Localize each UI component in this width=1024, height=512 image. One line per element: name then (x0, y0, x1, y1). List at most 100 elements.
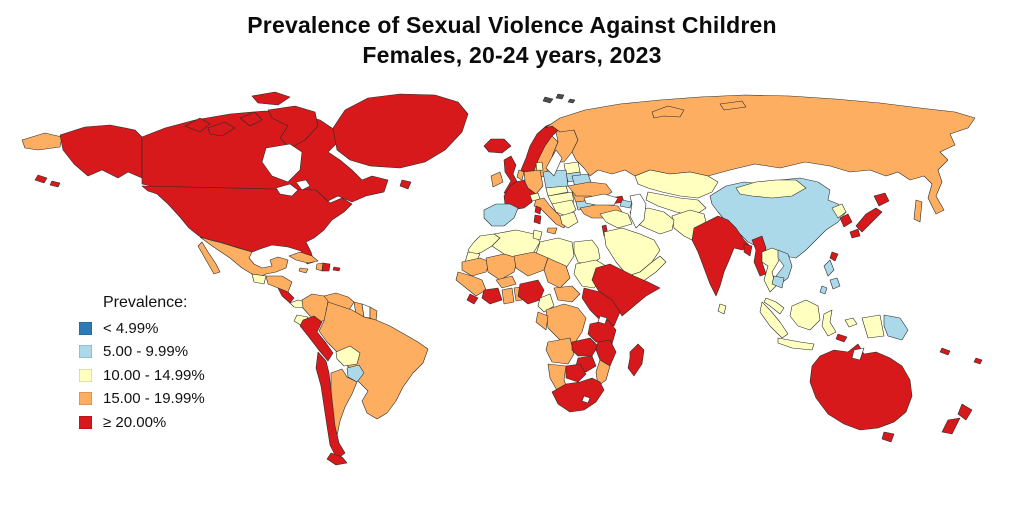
region-mindanao (819, 285, 828, 295)
region-sakhalin (913, 199, 923, 223)
region-sardinia (533, 214, 542, 225)
legend-label-bin5: ≥ 20.00% (103, 413, 167, 431)
region-puerto-rico (332, 266, 341, 272)
legend-swatch-bin3 (79, 368, 92, 382)
region-nz-north-island (957, 403, 973, 421)
region-west-papua (861, 314, 885, 339)
region-kyushu (849, 228, 861, 239)
legend-label-bin2: 5.00 - 9.99% (103, 343, 189, 360)
legend-title: Prevalence: (103, 294, 188, 311)
region-india (691, 215, 751, 297)
region-chile (315, 351, 346, 460)
baltic-sea (545, 149, 563, 177)
region-angola (545, 337, 575, 365)
region-mexico (199, 236, 289, 279)
region-dominican-republic (321, 262, 331, 272)
lake-victoria (597, 315, 608, 325)
legend-item: 5.00 - 9.99% (79, 343, 205, 360)
region-benelux (516, 169, 525, 181)
region-aleutians (34, 174, 48, 184)
region-novaya-zemlya (651, 105, 685, 119)
gulf-of-carpentaria (851, 347, 865, 361)
region-sulawesi (821, 309, 837, 337)
region-new-caledonia (939, 347, 951, 356)
region-malaysia (763, 297, 785, 315)
region-denmark (535, 161, 544, 172)
region-south-korea (839, 213, 853, 228)
region-east-africa (581, 287, 621, 327)
region-papua-new-guinea (883, 314, 909, 341)
legend-item: 10.00 - 14.99% (79, 366, 205, 384)
region-tierra-del-fuego (326, 452, 348, 466)
legend-item: < 4.99% (79, 320, 205, 337)
map-legend: Prevalence: < 4.99% 5.00 - 9.99% 10.00 -… (79, 294, 205, 439)
region-ghana (501, 287, 515, 305)
region-greenland (332, 93, 469, 169)
chart-title: Prevalence of Sexual Violence Against Ch… (0, 10, 1024, 71)
region-visayas (829, 277, 841, 290)
legend-swatch-bin2 (79, 345, 92, 358)
region-newfoundland (399, 179, 412, 190)
region-svalbard (567, 98, 576, 104)
region-corsica (534, 205, 542, 215)
region-russia-wrap (21, 132, 63, 151)
region-south-africa (551, 377, 605, 413)
region-paraguay (346, 364, 365, 383)
region-hokkaido (873, 192, 890, 207)
region-baffin (267, 105, 319, 149)
great-lakes-west (275, 183, 299, 197)
region-mozambique-south (595, 359, 611, 387)
region-alaska (59, 124, 143, 179)
region-botswana (565, 363, 587, 383)
legend-swatch-bin1 (79, 321, 92, 335)
region-ireland (490, 171, 504, 188)
region-gabon-congo (535, 311, 549, 331)
region-borneo (789, 299, 821, 331)
region-cuba (288, 251, 319, 264)
region-drc (545, 303, 587, 345)
region-aleutians (49, 180, 61, 188)
region-niger (513, 251, 549, 277)
region-russia (544, 94, 976, 215)
region-australia (809, 343, 913, 431)
region-north-korea (831, 203, 847, 219)
black-sea (583, 193, 619, 206)
region-bolivia (335, 345, 361, 367)
legend-label-bin3: 10.00 - 14.99% (103, 366, 205, 384)
region-fiji (973, 357, 983, 365)
legend-label-bin4: 15.00 - 19.99% (103, 390, 205, 407)
region-java (777, 337, 815, 351)
region-peru (299, 315, 334, 362)
region-czech-slovakia (545, 185, 569, 197)
region-kazakhstan (634, 169, 719, 199)
region-victoria-island (207, 121, 236, 137)
region-sicily (546, 227, 558, 235)
region-svalbard (542, 96, 554, 104)
region-senegal-guinea (455, 271, 487, 297)
region-cambodia (771, 275, 785, 289)
region-tasmania (881, 431, 895, 443)
region-iraq-syria (599, 209, 633, 229)
hudson-bay (261, 143, 303, 183)
region-sierra-leone-liberia (466, 293, 479, 305)
region-arctic-island (239, 111, 263, 127)
region-luzon (823, 259, 835, 277)
region-tunisia (532, 229, 543, 241)
region-costa-rica (277, 287, 295, 304)
legend-swatch-bin5 (79, 415, 92, 429)
great-lakes-east (295, 179, 311, 191)
region-sumatra (759, 301, 789, 339)
region-burkina-faso (495, 275, 517, 289)
region-iceland (483, 138, 512, 154)
chart-title-line2: Females, 20-24 years, 2023 (362, 42, 662, 69)
region-greece (559, 211, 579, 229)
region-svalbard (555, 93, 565, 100)
region-nz-south-island (941, 417, 961, 435)
region-car (553, 285, 581, 303)
region-usa (141, 185, 353, 265)
region-sri-lanka (717, 303, 727, 315)
region-iberia (483, 203, 519, 227)
region-madagascar (627, 343, 645, 377)
